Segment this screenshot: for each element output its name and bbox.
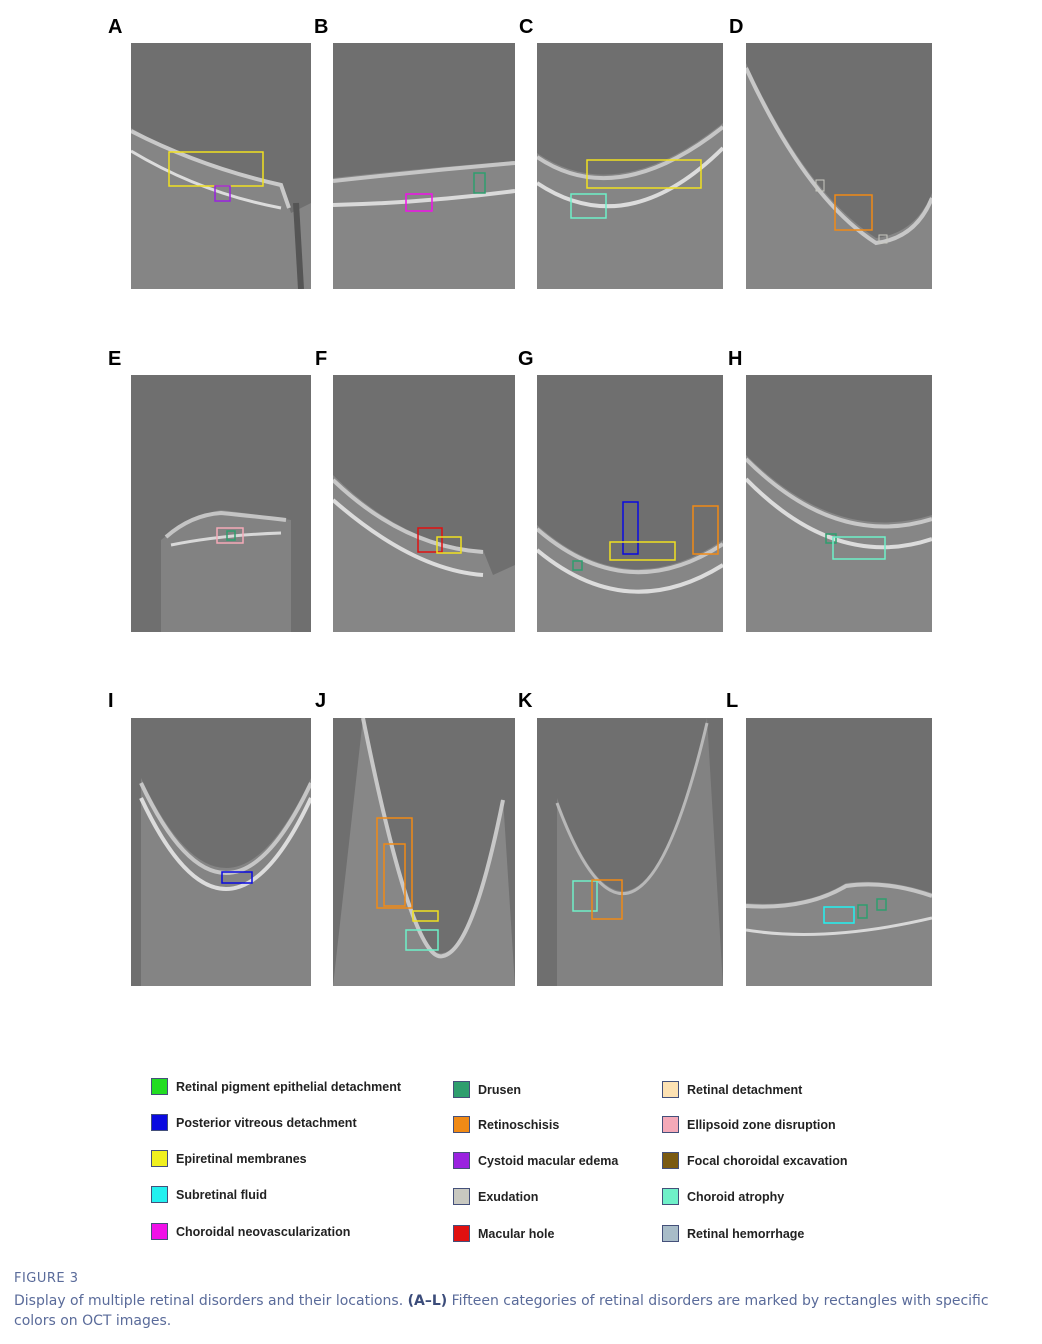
legend-item-cme: Cystoid macular edema bbox=[453, 1152, 618, 1169]
caption-panel-range: (A–L) bbox=[407, 1293, 448, 1309]
panel-label-b: B bbox=[314, 16, 329, 38]
legend-label: Posterior vitreous detachment bbox=[176, 1115, 357, 1130]
legend-label: Exudation bbox=[478, 1189, 539, 1204]
legend-swatch bbox=[662, 1081, 679, 1098]
legend-item-pvd: Posterior vitreous detachment bbox=[151, 1114, 357, 1131]
legend-swatch bbox=[151, 1223, 168, 1240]
figure-label: FIGURE 3 bbox=[14, 1271, 79, 1286]
legend-item-choroid-atrophy: Choroid atrophy bbox=[662, 1188, 784, 1205]
oct-image-c bbox=[537, 43, 723, 289]
legend-swatch bbox=[662, 1188, 679, 1205]
figure-caption: Display of multiple retinal disorders an… bbox=[14, 1291, 1014, 1331]
legend-swatch bbox=[662, 1225, 679, 1242]
legend-label: Ellipsoid zone disruption bbox=[687, 1117, 836, 1132]
legend-item-cnv: Choroidal neovascularization bbox=[151, 1223, 350, 1240]
legend-item-rped: Retinal pigment epithelial detachment bbox=[151, 1078, 401, 1095]
legend-item-srf: Subretinal fluid bbox=[151, 1186, 267, 1203]
legend-swatch bbox=[151, 1078, 168, 1095]
legend-label: Focal choroidal excavation bbox=[687, 1153, 848, 1168]
legend-label: Macular hole bbox=[478, 1226, 555, 1241]
legend-label: Drusen bbox=[478, 1082, 522, 1097]
panel-label-e: E bbox=[108, 348, 122, 370]
legend-swatch bbox=[151, 1114, 168, 1131]
panel-label-l: L bbox=[726, 690, 739, 712]
panel-label-k: K bbox=[518, 690, 533, 712]
legend-swatch bbox=[662, 1116, 679, 1133]
panel-label-a: A bbox=[108, 16, 123, 38]
panel-label-i: I bbox=[108, 690, 114, 712]
legend-label: Retinal hemorrhage bbox=[687, 1226, 805, 1241]
oct-image-e bbox=[131, 375, 311, 632]
oct-image-a bbox=[131, 43, 311, 289]
legend-item-fce: Focal choroidal excavation bbox=[662, 1152, 847, 1169]
oct-image-k bbox=[537, 718, 723, 986]
legend-label: Epiretinal membranes bbox=[176, 1151, 307, 1166]
panel-label-f: F bbox=[315, 348, 328, 370]
legend-swatch bbox=[453, 1152, 470, 1169]
legend-label: Subretinal fluid bbox=[176, 1187, 267, 1202]
legend-item-retinoschisis: Retinoschisis bbox=[453, 1116, 559, 1133]
legend-item-erm: Epiretinal membranes bbox=[151, 1150, 307, 1167]
legend-label: Choroid atrophy bbox=[687, 1189, 785, 1204]
legend-swatch bbox=[151, 1150, 168, 1167]
legend-swatch bbox=[662, 1152, 679, 1169]
legend-label: Choroidal neovascularization bbox=[176, 1224, 351, 1239]
panel-label-h: H bbox=[728, 348, 743, 370]
legend-label: Cystoid macular edema bbox=[478, 1153, 619, 1168]
oct-image-l bbox=[746, 718, 932, 986]
legend-item-drusen: Drusen bbox=[453, 1081, 521, 1098]
panel-label-j: J bbox=[315, 690, 327, 712]
legend-label: Retinal pigment epithelial detachment bbox=[176, 1079, 402, 1094]
legend-swatch bbox=[151, 1186, 168, 1203]
legend-item-ezd: Ellipsoid zone disruption bbox=[662, 1116, 836, 1133]
oct-image-h bbox=[746, 375, 932, 632]
oct-image-f bbox=[333, 375, 515, 632]
legend-item-rd: Retinal detachment bbox=[662, 1081, 802, 1098]
oct-image-j bbox=[333, 718, 515, 986]
oct-image-b bbox=[333, 43, 515, 289]
legend-label: Retinal detachment bbox=[687, 1082, 803, 1097]
legend-swatch bbox=[453, 1081, 470, 1098]
oct-image-d bbox=[746, 43, 932, 289]
panel-label-d: D bbox=[729, 16, 744, 38]
legend-label: Retinoschisis bbox=[478, 1117, 560, 1132]
legend-swatch bbox=[453, 1225, 470, 1242]
legend-item-macular-hole: Macular hole bbox=[453, 1225, 554, 1242]
panel-label-g: G bbox=[518, 348, 534, 370]
oct-image-i bbox=[131, 718, 311, 986]
panel-label-c: C bbox=[519, 16, 534, 38]
oct-image-g bbox=[537, 375, 723, 632]
legend-item-exudation: Exudation bbox=[453, 1188, 538, 1205]
caption-text-detail: Fifteen categories of retinal disorders … bbox=[14, 1293, 989, 1329]
legend-swatch bbox=[453, 1116, 470, 1133]
legend-swatch bbox=[453, 1188, 470, 1205]
legend-item-hemorrhage: Retinal hemorrhage bbox=[662, 1225, 804, 1242]
caption-text: Display of multiple retinal disorders an… bbox=[14, 1293, 404, 1309]
